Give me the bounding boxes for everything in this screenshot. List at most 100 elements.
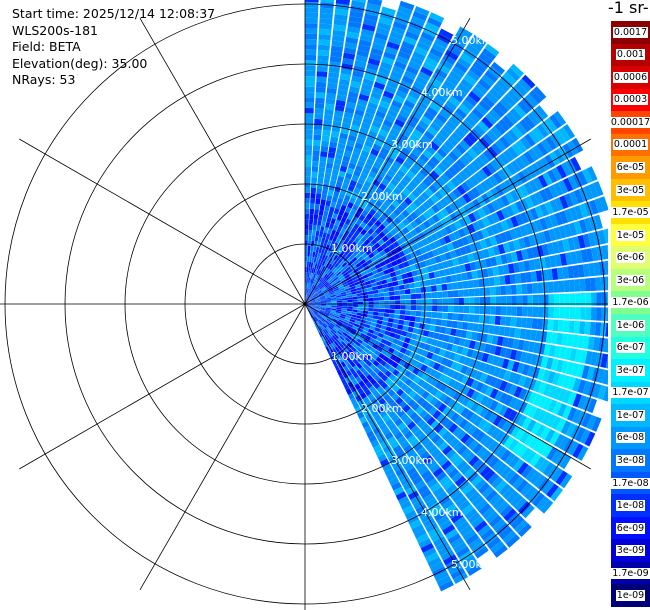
ray-gate <box>402 248 410 256</box>
ray-gate <box>373 37 387 46</box>
ray-gate <box>332 260 338 267</box>
ray-gate <box>484 397 494 409</box>
ray-gate <box>309 283 313 290</box>
ray-gate <box>334 158 342 166</box>
ray-gate <box>369 52 382 61</box>
ray-gate <box>320 304 327 306</box>
ray-gate <box>338 78 350 86</box>
ray-gate <box>413 105 426 115</box>
ray-gate <box>403 283 410 290</box>
ray-gate <box>491 335 499 345</box>
ray-gate <box>332 318 339 323</box>
ray-gate <box>585 307 592 321</box>
colorbar-segment: 6e-08 <box>611 426 650 450</box>
ray-gate <box>526 247 534 259</box>
azimuth-spoke <box>19 303 306 470</box>
ray-gate <box>321 135 330 142</box>
ray-gate <box>448 423 459 434</box>
ray-gate <box>535 105 549 120</box>
ray-gate <box>348 283 355 288</box>
ray-gate <box>381 321 388 326</box>
ray-gate <box>385 449 395 459</box>
ray-gate <box>395 258 403 265</box>
colorbar-tick-label: 6e-05 <box>615 161 646 173</box>
ray-gate <box>376 267 384 273</box>
ray-gate <box>507 263 515 274</box>
ray-gate <box>308 235 312 241</box>
ray-gate <box>505 316 512 327</box>
ray-gate <box>465 487 478 499</box>
ray-gate <box>408 321 415 328</box>
ray-gate <box>378 312 384 317</box>
ray-gate <box>451 401 461 412</box>
ray-gate <box>377 453 387 463</box>
ray-gate <box>529 193 540 207</box>
ray-gate <box>415 310 422 317</box>
ray-gate <box>347 245 354 252</box>
ray-gate <box>380 124 391 133</box>
ray-gate <box>331 307 337 310</box>
ray-gate <box>555 470 568 486</box>
ray-gate <box>502 71 517 85</box>
ray-gate <box>336 250 342 257</box>
ray-gate <box>306 277 308 283</box>
ray-gate <box>313 134 322 141</box>
ray-gate <box>602 386 608 402</box>
ray-gate <box>309 305 316 308</box>
ray-gate <box>392 338 399 345</box>
ray-gate <box>379 304 385 309</box>
ray-gate <box>364 323 371 329</box>
colorbar-segment: 1.7e-07 <box>611 381 650 405</box>
ray-gate <box>338 84 349 91</box>
ray-gate <box>307 308 312 313</box>
ray-gate <box>414 281 421 288</box>
ray-gate <box>495 286 501 296</box>
ray-gate <box>325 200 332 207</box>
ray-gate <box>489 376 498 388</box>
ray-gate <box>382 90 395 100</box>
ray-gate <box>579 350 588 364</box>
ray-gate <box>528 436 540 450</box>
ray-gate <box>575 427 586 442</box>
ray-gate <box>308 224 313 231</box>
ray-gate <box>335 332 341 338</box>
ray-gate <box>506 422 517 435</box>
ray-gate <box>535 330 542 342</box>
ray-gate <box>326 157 335 164</box>
ray-gate <box>325 333 331 340</box>
ray-gate <box>332 360 338 367</box>
ray-gate <box>327 317 333 322</box>
ray-gate <box>315 305 321 307</box>
ray-gate <box>323 114 333 121</box>
ray-gate <box>376 207 385 216</box>
ray-gate <box>436 312 443 319</box>
ray-gate <box>440 173 450 184</box>
ray-gate <box>321 286 326 292</box>
ray-gate <box>394 15 409 26</box>
ray-gate <box>349 86 360 94</box>
ray-gate <box>306 261 310 268</box>
ray-gate <box>447 298 454 305</box>
ray-gate <box>592 383 602 399</box>
ray-gate <box>438 441 449 452</box>
ray-gate <box>412 243 420 251</box>
ray-gate <box>340 354 347 362</box>
ray-gate <box>563 280 570 293</box>
ray-gate <box>417 378 426 387</box>
ray-gate <box>426 311 432 318</box>
ray-gate <box>316 65 328 72</box>
ray-gate <box>381 279 388 285</box>
ray-gate <box>404 337 411 344</box>
ray-gate <box>504 230 513 242</box>
ray-gate <box>342 271 349 277</box>
ray-gate <box>541 139 553 153</box>
ray-gate <box>476 269 484 279</box>
ray-gate <box>377 288 384 294</box>
ray-gate <box>542 369 551 383</box>
ray-gate <box>409 166 419 176</box>
ray-gate <box>490 540 505 554</box>
ray-gate <box>315 301 321 303</box>
ray-gate <box>521 306 528 317</box>
ray-gate <box>324 274 330 280</box>
ray-gate <box>341 308 348 311</box>
